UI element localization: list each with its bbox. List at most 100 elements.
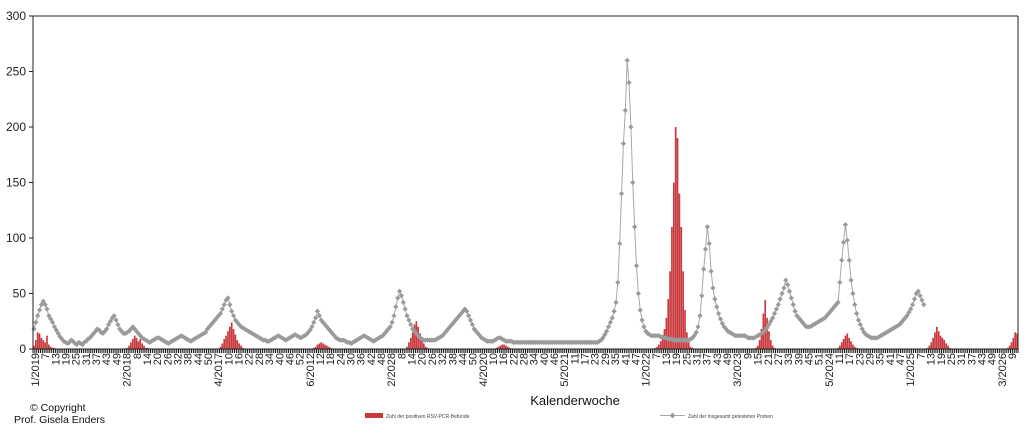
x-tick-label: 47 (630, 353, 642, 365)
x-tick-label: 18 (325, 353, 337, 365)
bar-positive (495, 347, 498, 349)
marker-total-tested (719, 320, 725, 327)
marker-total-tested (852, 302, 858, 308)
bar-positive (146, 347, 149, 349)
bar-positive (764, 300, 767, 349)
marker-total-tested (238, 324, 244, 330)
bar-positive (654, 347, 656, 349)
bar-positive (329, 347, 332, 349)
bar-positive (676, 138, 679, 349)
x-tick-label: 51 (814, 353, 826, 365)
bar-positive (758, 340, 761, 349)
marker-total-tested (271, 335, 278, 341)
x-tick-label: 20 (152, 353, 164, 365)
bar-positive (408, 342, 410, 349)
bar-positive (424, 346, 427, 349)
marker-total-tested (452, 317, 459, 323)
bar-positive (842, 339, 845, 349)
bar-positive (506, 346, 509, 349)
marker-total-tested (119, 328, 125, 334)
marker-total-tested (176, 334, 183, 340)
x-tick-label: 26 (427, 353, 439, 365)
marker-total-tested (133, 328, 140, 334)
marker-total-tested (122, 330, 128, 337)
marker-total-tested (493, 336, 500, 342)
bar-positive (941, 337, 944, 349)
marker-total-tested (398, 293, 405, 299)
marker-total-tested (66, 339, 72, 345)
marker-total-tested (764, 325, 770, 331)
x-tick-label: 28 (254, 353, 266, 365)
x-tick-label: 33 (783, 353, 795, 365)
marker-total-tested (826, 310, 832, 317)
x-tick-label: 32 (172, 353, 184, 365)
legend-swatch-positive (365, 413, 383, 418)
bar-positive (671, 226, 673, 349)
marker-total-tested (81, 339, 87, 345)
x-tick-label: 3/2023 (732, 353, 744, 387)
marker-total-tested (714, 304, 720, 310)
marker-total-tested (115, 321, 121, 328)
x-tick-label: 7 (40, 353, 52, 359)
marker-total-tested (729, 330, 735, 337)
marker-total-tested (173, 336, 179, 342)
marker-total-tested (456, 313, 462, 319)
marker-total-tested (779, 290, 785, 297)
x-tick-label: 19 (61, 353, 73, 365)
bar-positive (945, 343, 948, 349)
marker-total-tested (229, 308, 235, 314)
bar-positive (508, 347, 511, 349)
marker-total-tested (801, 321, 807, 328)
marker-total-tested (391, 313, 397, 319)
marker-total-tested (607, 319, 613, 325)
bar-positive (126, 347, 129, 349)
bar-positive (221, 343, 224, 349)
bar-positive (656, 346, 658, 349)
axes (32, 15, 1019, 353)
marker-total-tested (835, 299, 841, 305)
marker-total-tested (406, 317, 412, 323)
x-tick-label: 29 (865, 353, 877, 365)
x-tick-label: 28 (519, 353, 531, 365)
x-tick-label: 34 (529, 353, 541, 365)
marker-total-tested (417, 335, 423, 341)
marker-total-tested (874, 335, 880, 341)
marker-total-tested (598, 337, 604, 343)
marker-total-tested (395, 295, 401, 301)
marker-total-tested (695, 324, 701, 330)
bar-positive (674, 127, 677, 349)
bar-positive (236, 340, 239, 349)
marker-total-tested (314, 308, 321, 314)
bar-positive (225, 335, 227, 349)
marker-total-tested (296, 334, 302, 340)
bar-positive (51, 347, 54, 349)
marker-total-tested (645, 330, 651, 337)
x-tick-label: 43 (712, 353, 724, 365)
marker-total-tested (900, 317, 906, 323)
marker-total-tested (760, 329, 766, 335)
marker-total-tested (87, 335, 93, 341)
marker-total-tested (98, 329, 104, 335)
marker-total-tested (322, 321, 328, 328)
marker-total-tested (609, 315, 615, 321)
bar-positive (844, 335, 847, 349)
marker-total-tested (31, 326, 37, 332)
x-axis-ticks: 1/20197131925313743492/20188142026323844… (30, 353, 1019, 387)
marker-total-tested (83, 338, 89, 344)
marker-total-tested (193, 335, 199, 341)
marker-total-tested (441, 330, 447, 337)
marker-total-tested (641, 324, 647, 330)
x-tick-label: 31 (956, 353, 968, 365)
marker-total-tested (822, 315, 828, 321)
marker-total-tested (42, 302, 48, 308)
marker-total-tested (479, 335, 485, 341)
x-tick-label: 3/2026 (997, 353, 1009, 387)
bar-positive (848, 337, 851, 349)
marker-total-tested (156, 335, 162, 341)
x-tick-label: 37 (702, 353, 714, 365)
marker-total-tested (107, 318, 114, 324)
bar-positive (658, 344, 660, 349)
bar-positive (669, 271, 671, 349)
marker-total-tested (370, 338, 377, 344)
x-axis-title: Kalenderwoche (530, 393, 620, 408)
